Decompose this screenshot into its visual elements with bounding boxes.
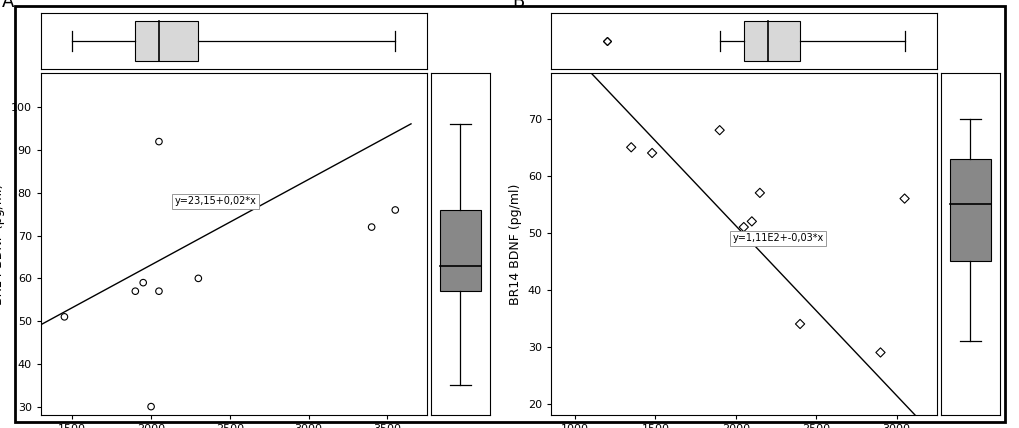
Bar [439,210,480,291]
Point [871,349,888,356]
Point [711,127,728,134]
Point [56,313,72,320]
Point [151,288,167,294]
Text: B: B [512,0,524,11]
Bar [743,21,799,61]
Point [743,218,759,225]
Text: y=1,11E2+-0,03*x: y=1,11E2+-0,03*x [732,234,823,244]
Y-axis label: BR14 BDNF (pg/ml): BR14 BDNF (pg/ml) [508,184,522,305]
Point [363,224,379,231]
Bar [949,159,989,261]
Point [135,279,151,286]
Point [643,149,659,156]
Point [387,207,404,214]
Point [143,403,159,410]
Y-axis label: BR14 BDNF (pg/ml): BR14 BDNF (pg/ml) [0,184,5,305]
Point [751,190,767,196]
Point [127,288,144,294]
Bar [136,21,198,61]
Point [735,224,751,231]
Text: y=23,15+0,02*x: y=23,15+0,02*x [174,196,257,206]
Point [896,195,912,202]
Text: A: A [2,0,14,11]
Point [151,138,167,145]
Point [623,144,639,151]
Point [190,275,206,282]
Point [791,321,807,327]
